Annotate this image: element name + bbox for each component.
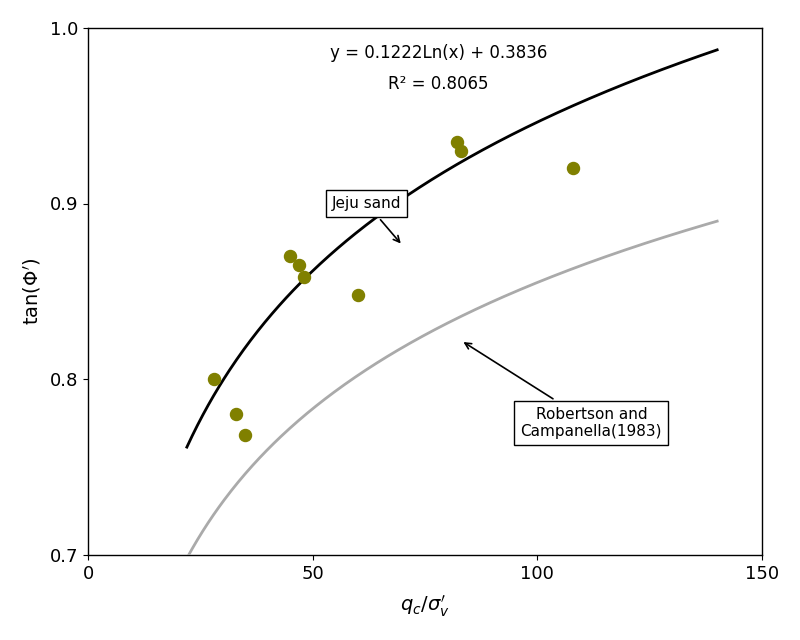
- Point: [298, 272, 310, 282]
- Point: [230, 409, 242, 419]
- Point: [450, 137, 463, 147]
- Point: [351, 290, 364, 300]
- Point: [293, 260, 306, 270]
- Text: Jeju sand: Jeju sand: [332, 196, 402, 242]
- Y-axis label: tan($\Phi'$): tan($\Phi'$): [21, 258, 43, 325]
- Point: [207, 374, 220, 384]
- Text: R² = 0.8065: R² = 0.8065: [388, 76, 489, 93]
- Point: [454, 146, 467, 156]
- Text: Robertson and
Campanella(1983): Robertson and Campanella(1983): [465, 343, 662, 439]
- Point: [239, 430, 252, 440]
- X-axis label: $q_c/\sigma_v'$: $q_c/\sigma_v'$: [400, 594, 450, 619]
- Point: [567, 163, 580, 173]
- Point: [284, 251, 297, 261]
- Text: y = 0.1222Ln(x) + 0.3836: y = 0.1222Ln(x) + 0.3836: [330, 44, 547, 61]
